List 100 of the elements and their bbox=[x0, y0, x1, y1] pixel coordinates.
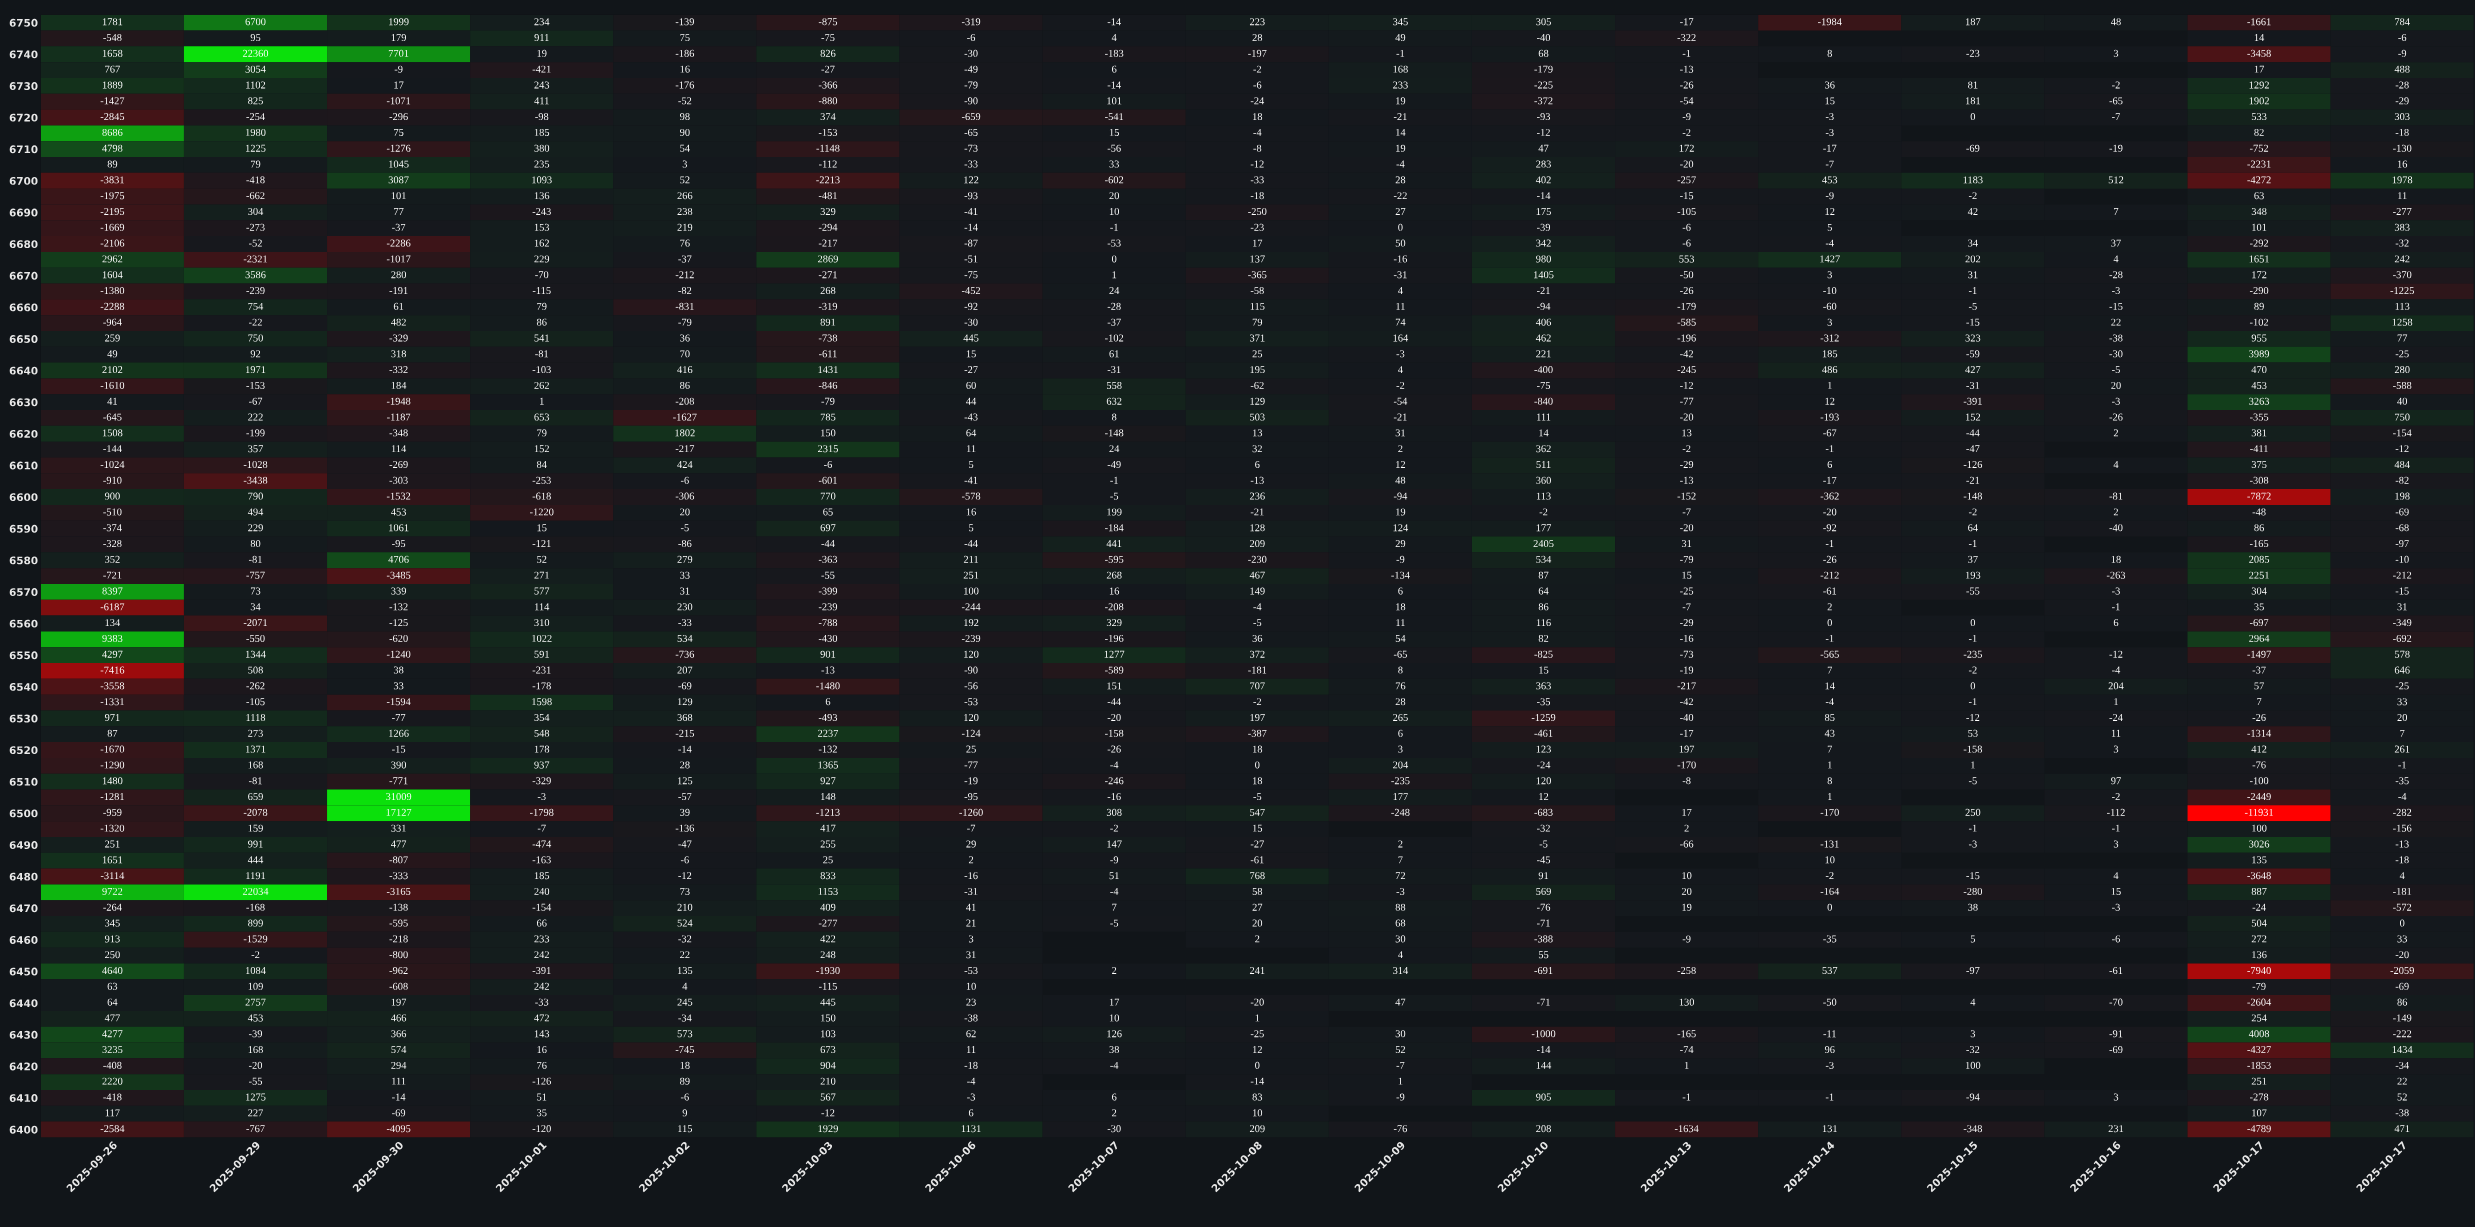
data-label: 512 bbox=[2108, 176, 2124, 184]
data-label: -601 bbox=[818, 476, 837, 484]
data-label: -1798 bbox=[529, 808, 554, 816]
data-label: 578 bbox=[2395, 650, 2410, 658]
data-label: 149 bbox=[1250, 587, 1265, 595]
data-label: 427 bbox=[1965, 366, 1981, 374]
data-label: 1153 bbox=[818, 887, 838, 895]
data-label: -328 bbox=[103, 540, 122, 548]
data-label: -86 bbox=[678, 540, 692, 548]
data-label: 1 bbox=[1828, 761, 1832, 769]
data-label: -126 bbox=[532, 1077, 551, 1085]
data-label: -4 bbox=[1396, 160, 1405, 168]
data-label: 97 bbox=[2111, 777, 2121, 785]
data-label: 511 bbox=[1536, 461, 1551, 468]
data-label: 162 bbox=[534, 239, 549, 247]
data-label: -620 bbox=[389, 634, 408, 642]
data-label: 25 bbox=[823, 856, 833, 864]
data-label: 2962 bbox=[102, 255, 123, 263]
data-label: -565 bbox=[1820, 650, 1839, 658]
data-label: -2 bbox=[2112, 81, 2120, 89]
data-label: -608 bbox=[389, 982, 408, 990]
data-label: 33 bbox=[1109, 160, 1119, 168]
data-label: -7416 bbox=[100, 666, 125, 674]
data-label: 27 bbox=[1395, 207, 1406, 215]
data-label: -19 bbox=[2109, 144, 2123, 152]
data-label: 111 bbox=[392, 1077, 406, 1085]
data-label: 87 bbox=[1538, 571, 1549, 579]
data-label: 383 bbox=[2394, 223, 2410, 231]
data-label: 259 bbox=[105, 334, 120, 342]
data-label: 5 bbox=[969, 461, 974, 468]
data-label: -34 bbox=[678, 1014, 692, 1022]
data-label: 345 bbox=[105, 919, 120, 927]
y-tick-label: 6750 bbox=[9, 18, 38, 27]
data-label: -6 bbox=[824, 460, 832, 468]
data-label: -24 bbox=[1250, 97, 1265, 105]
data-label: -44 bbox=[1966, 429, 1980, 437]
data-label: 207 bbox=[677, 666, 693, 674]
data-label: 16 bbox=[1109, 587, 1120, 595]
data-label: -81 bbox=[248, 555, 262, 563]
data-label: -362 bbox=[1820, 492, 1839, 500]
data-label: 790 bbox=[248, 492, 263, 500]
data-label: 241 bbox=[1249, 967, 1265, 974]
data-label: 357 bbox=[248, 445, 264, 453]
data-label: -32 bbox=[678, 935, 692, 943]
data-label: 441 bbox=[1106, 540, 1122, 547]
data-label: 234 bbox=[534, 18, 550, 26]
data-label: -3 bbox=[537, 793, 546, 801]
data-label: 15 bbox=[966, 350, 976, 358]
data-label: -33 bbox=[535, 998, 549, 1006]
data-label: 1651 bbox=[102, 856, 123, 864]
data-label: 7 bbox=[2257, 698, 2262, 706]
data-label: -4 bbox=[1110, 1061, 1119, 1069]
data-label: 371 bbox=[1249, 334, 1265, 342]
data-label: 11 bbox=[966, 1046, 976, 1053]
data-label: -1 bbox=[1825, 445, 1834, 453]
data-label: 235 bbox=[534, 160, 550, 168]
data-label: 4 bbox=[2113, 872, 2119, 880]
data-label: -363 bbox=[818, 555, 838, 563]
data-label: -4272 bbox=[2247, 176, 2271, 184]
data-label: 34 bbox=[250, 603, 261, 611]
data-label: -52 bbox=[248, 239, 262, 247]
data-label: -4 bbox=[2112, 666, 2121, 674]
data-label: -44 bbox=[821, 540, 835, 547]
data-label: -13 bbox=[1680, 476, 1694, 484]
data-label: -493 bbox=[818, 714, 838, 721]
data-label: 303 bbox=[2394, 113, 2410, 121]
data-label: 1365 bbox=[818, 761, 838, 769]
data-label: -15 bbox=[392, 745, 406, 753]
data-label: -2213 bbox=[816, 176, 840, 184]
data-label: -25 bbox=[1250, 1030, 1264, 1038]
data-label: 470 bbox=[2251, 366, 2267, 374]
data-label: -73 bbox=[1680, 650, 1694, 658]
data-label: -19 bbox=[1680, 666, 1694, 674]
data-label: 124 bbox=[1393, 524, 1409, 532]
data-label: 64 bbox=[966, 429, 977, 437]
data-label: 4 bbox=[2113, 255, 2119, 263]
data-label: -349 bbox=[2393, 619, 2412, 627]
data-label: -2 bbox=[1253, 65, 1262, 73]
data-label: -239 bbox=[246, 287, 265, 295]
data-label: 15 bbox=[1109, 128, 1119, 136]
data-label: 22 bbox=[2111, 318, 2121, 326]
data-label: -294 bbox=[818, 223, 838, 231]
data-label: -31 bbox=[964, 887, 978, 895]
data-label: 3 bbox=[2113, 1093, 2119, 1101]
data-label: -6 bbox=[1253, 81, 1262, 89]
data-label: -588 bbox=[2393, 381, 2412, 389]
data-label: -115 bbox=[819, 982, 837, 990]
data-label: -75 bbox=[1536, 382, 1551, 389]
data-label: 52 bbox=[1395, 1046, 1406, 1054]
data-label: 1371 bbox=[246, 745, 266, 753]
data-label: 12 bbox=[1396, 460, 1406, 468]
data-label: -7 bbox=[1396, 1061, 1405, 1069]
data-label: 2869 bbox=[818, 255, 838, 263]
data-label: 503 bbox=[1250, 413, 1265, 421]
data-label: -618 bbox=[532, 492, 551, 500]
data-label: 3 bbox=[1970, 1030, 1976, 1038]
data-label: -61 bbox=[1823, 587, 1837, 595]
data-label: -132 bbox=[389, 603, 408, 611]
data-label: -4 bbox=[1253, 603, 1262, 611]
data-label: 30 bbox=[1395, 935, 1406, 943]
